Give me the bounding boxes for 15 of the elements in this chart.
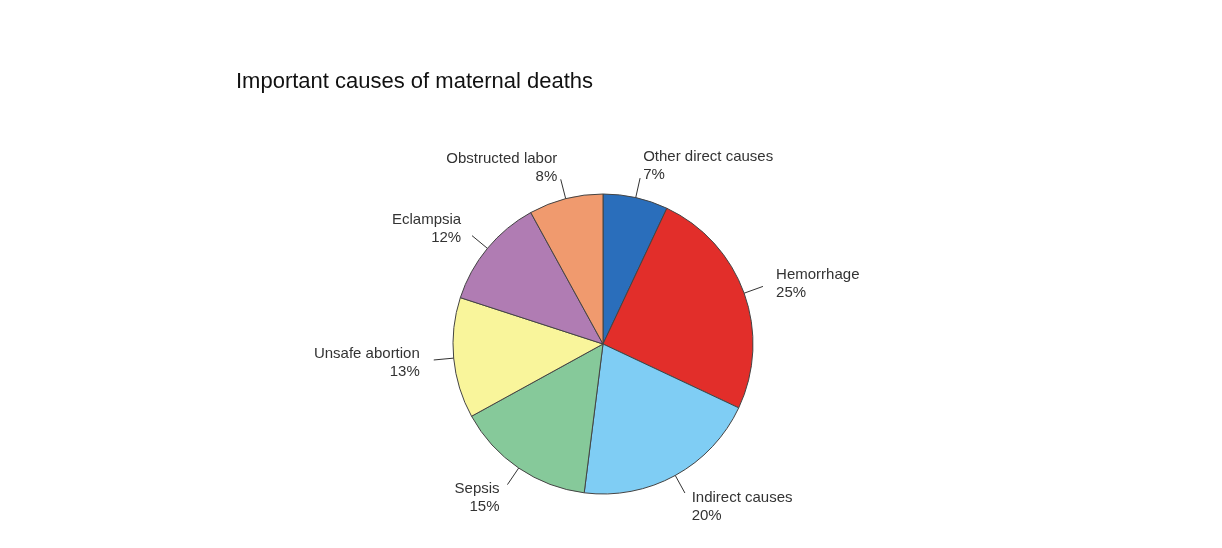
slice-label: Obstructed labor	[446, 148, 558, 166]
data-label: 12%	[431, 227, 462, 245]
data-label: 20%	[691, 506, 722, 524]
data-label: 25%	[776, 282, 807, 300]
data-label: 8%	[535, 166, 558, 184]
slice-label: Indirect causes	[691, 488, 793, 506]
slice-label: Other direct causes	[643, 147, 774, 165]
data-label: 15%	[469, 497, 500, 515]
chart-title: Important causes of maternal deaths	[235, 67, 595, 94]
slice-label: Sepsis	[454, 479, 500, 497]
data-label: 13%	[389, 362, 420, 380]
slice-label: Eclampsia	[392, 209, 462, 227]
slice-label: Unsafe abortion	[313, 344, 420, 362]
data-label: 7%	[643, 165, 665, 183]
slice-label: Hemorrhage	[776, 264, 860, 282]
